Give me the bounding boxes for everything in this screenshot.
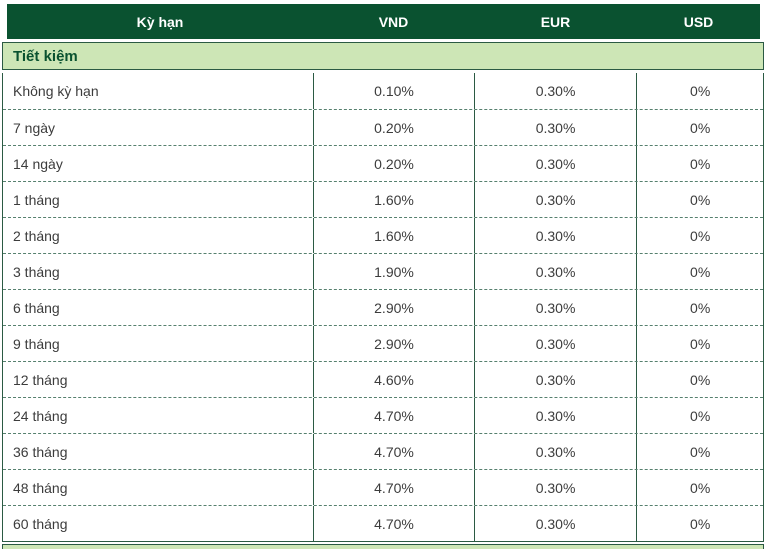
vnd-rate-cell: 4.70% bbox=[313, 506, 474, 541]
eur-rate-cell: 0.30% bbox=[473, 110, 637, 145]
eur-rate-cell: 0.30% bbox=[473, 470, 637, 505]
vnd-rate-cell: 4.70% bbox=[313, 470, 474, 505]
term-cell: 9 tháng bbox=[13, 335, 60, 352]
term-cell: 48 tháng bbox=[13, 479, 68, 496]
usd-rate-cell: 0% bbox=[636, 506, 763, 541]
term-cell: 12 tháng bbox=[13, 371, 68, 388]
usd-rate-cell: 0% bbox=[636, 254, 763, 289]
usd-rate-cell: 0% bbox=[636, 73, 763, 109]
eur-rate-cell: 0.30% bbox=[473, 398, 637, 433]
column-header-usd: USD bbox=[683, 13, 714, 30]
table-row: 3 tháng 1.90% 0.30% 0% bbox=[3, 253, 763, 289]
table-row: 1 tháng 1.60% 0.30% 0% bbox=[3, 181, 763, 217]
table-header: Kỳ hạn VND EUR USD bbox=[7, 4, 760, 39]
term-cell: 24 tháng bbox=[13, 407, 68, 424]
table-row: 24 tháng 4.70% 0.30% 0% bbox=[3, 397, 763, 433]
term-cell: 1 tháng bbox=[13, 191, 60, 208]
column-header-eur: EUR bbox=[540, 13, 571, 30]
term-cell: 60 tháng bbox=[13, 515, 68, 532]
term-cell: 36 tháng bbox=[13, 443, 68, 460]
vnd-rate-cell: 4.70% bbox=[313, 434, 474, 469]
vnd-rate-cell: 1.60% bbox=[313, 218, 474, 253]
column-header-term: Kỳ hạn bbox=[136, 13, 184, 30]
section-title: Tiết kiệm bbox=[13, 47, 78, 65]
usd-rate-cell: 0% bbox=[636, 470, 763, 505]
vnd-rate-cell: 0.20% bbox=[313, 110, 474, 145]
eur-rate-cell: 0.30% bbox=[473, 506, 637, 541]
usd-rate-cell: 0% bbox=[636, 362, 763, 397]
usd-rate-cell: 0% bbox=[636, 434, 763, 469]
eur-rate-cell: 0.30% bbox=[473, 434, 637, 469]
eur-rate-cell: 0.30% bbox=[473, 290, 637, 325]
vnd-rate-cell: 2.90% bbox=[313, 326, 474, 361]
term-cell: 7 ngày bbox=[13, 119, 56, 136]
vnd-rate-cell: 4.60% bbox=[313, 362, 474, 397]
table-row: 36 tháng 4.70% 0.30% 0% bbox=[3, 433, 763, 469]
term-cell: Không kỳ hạn bbox=[13, 83, 99, 99]
eur-rate-cell: 0.30% bbox=[473, 254, 637, 289]
next-section-header-partial bbox=[2, 544, 764, 549]
eur-rate-cell: 0.30% bbox=[473, 146, 637, 181]
term-cell: 14 ngày bbox=[13, 155, 63, 172]
eur-rate-cell: 0.30% bbox=[473, 73, 637, 109]
eur-rate-cell: 0.30% bbox=[473, 182, 637, 217]
term-cell: 6 tháng bbox=[13, 299, 60, 316]
vnd-rate-cell: 2.90% bbox=[313, 290, 474, 325]
usd-rate-cell: 0% bbox=[636, 398, 763, 433]
usd-rate-cell: 0% bbox=[636, 182, 763, 217]
vnd-rate-cell: 4.70% bbox=[313, 398, 474, 433]
vnd-rate-cell: 0.20% bbox=[313, 146, 474, 181]
usd-rate-cell: 0% bbox=[636, 218, 763, 253]
section-header-savings: Tiết kiệm bbox=[2, 42, 764, 70]
table-row: 6 tháng 2.90% 0.30% 0% bbox=[3, 289, 763, 325]
eur-rate-cell: 0.30% bbox=[473, 326, 637, 361]
column-header-vnd: VND bbox=[378, 13, 409, 30]
term-cell: 2 tháng bbox=[13, 227, 60, 244]
table-row: 48 tháng 4.70% 0.30% 0% bbox=[3, 469, 763, 505]
term-cell: 3 tháng bbox=[13, 263, 60, 280]
vnd-rate-cell: 1.90% bbox=[313, 254, 474, 289]
eur-rate-cell: 0.30% bbox=[473, 362, 637, 397]
usd-rate-cell: 0% bbox=[636, 146, 763, 181]
usd-rate-cell: 0% bbox=[636, 290, 763, 325]
eur-rate-cell: 0.30% bbox=[473, 218, 637, 253]
table-row: 9 tháng 2.90% 0.30% 0% bbox=[3, 325, 763, 361]
rates-table: Không kỳ hạn 0.10% 0.30% 0% 7 ngày 0.20%… bbox=[2, 73, 764, 542]
table-row: 2 tháng 1.60% 0.30% 0% bbox=[3, 217, 763, 253]
vnd-rate-cell: 0.10% bbox=[313, 73, 474, 109]
table-row: Không kỳ hạn 0.10% 0.30% 0% bbox=[3, 73, 763, 109]
usd-rate-cell: 0% bbox=[636, 326, 763, 361]
table-row: 7 ngày 0.20% 0.30% 0% bbox=[3, 109, 763, 145]
usd-rate-cell: 0% bbox=[636, 110, 763, 145]
table-row: 12 tháng 4.60% 0.30% 0% bbox=[3, 361, 763, 397]
vnd-rate-cell: 1.60% bbox=[313, 182, 474, 217]
table-row: 14 ngày 0.20% 0.30% 0% bbox=[3, 145, 763, 181]
table-row: 60 tháng 4.70% 0.30% 0% bbox=[3, 505, 763, 541]
